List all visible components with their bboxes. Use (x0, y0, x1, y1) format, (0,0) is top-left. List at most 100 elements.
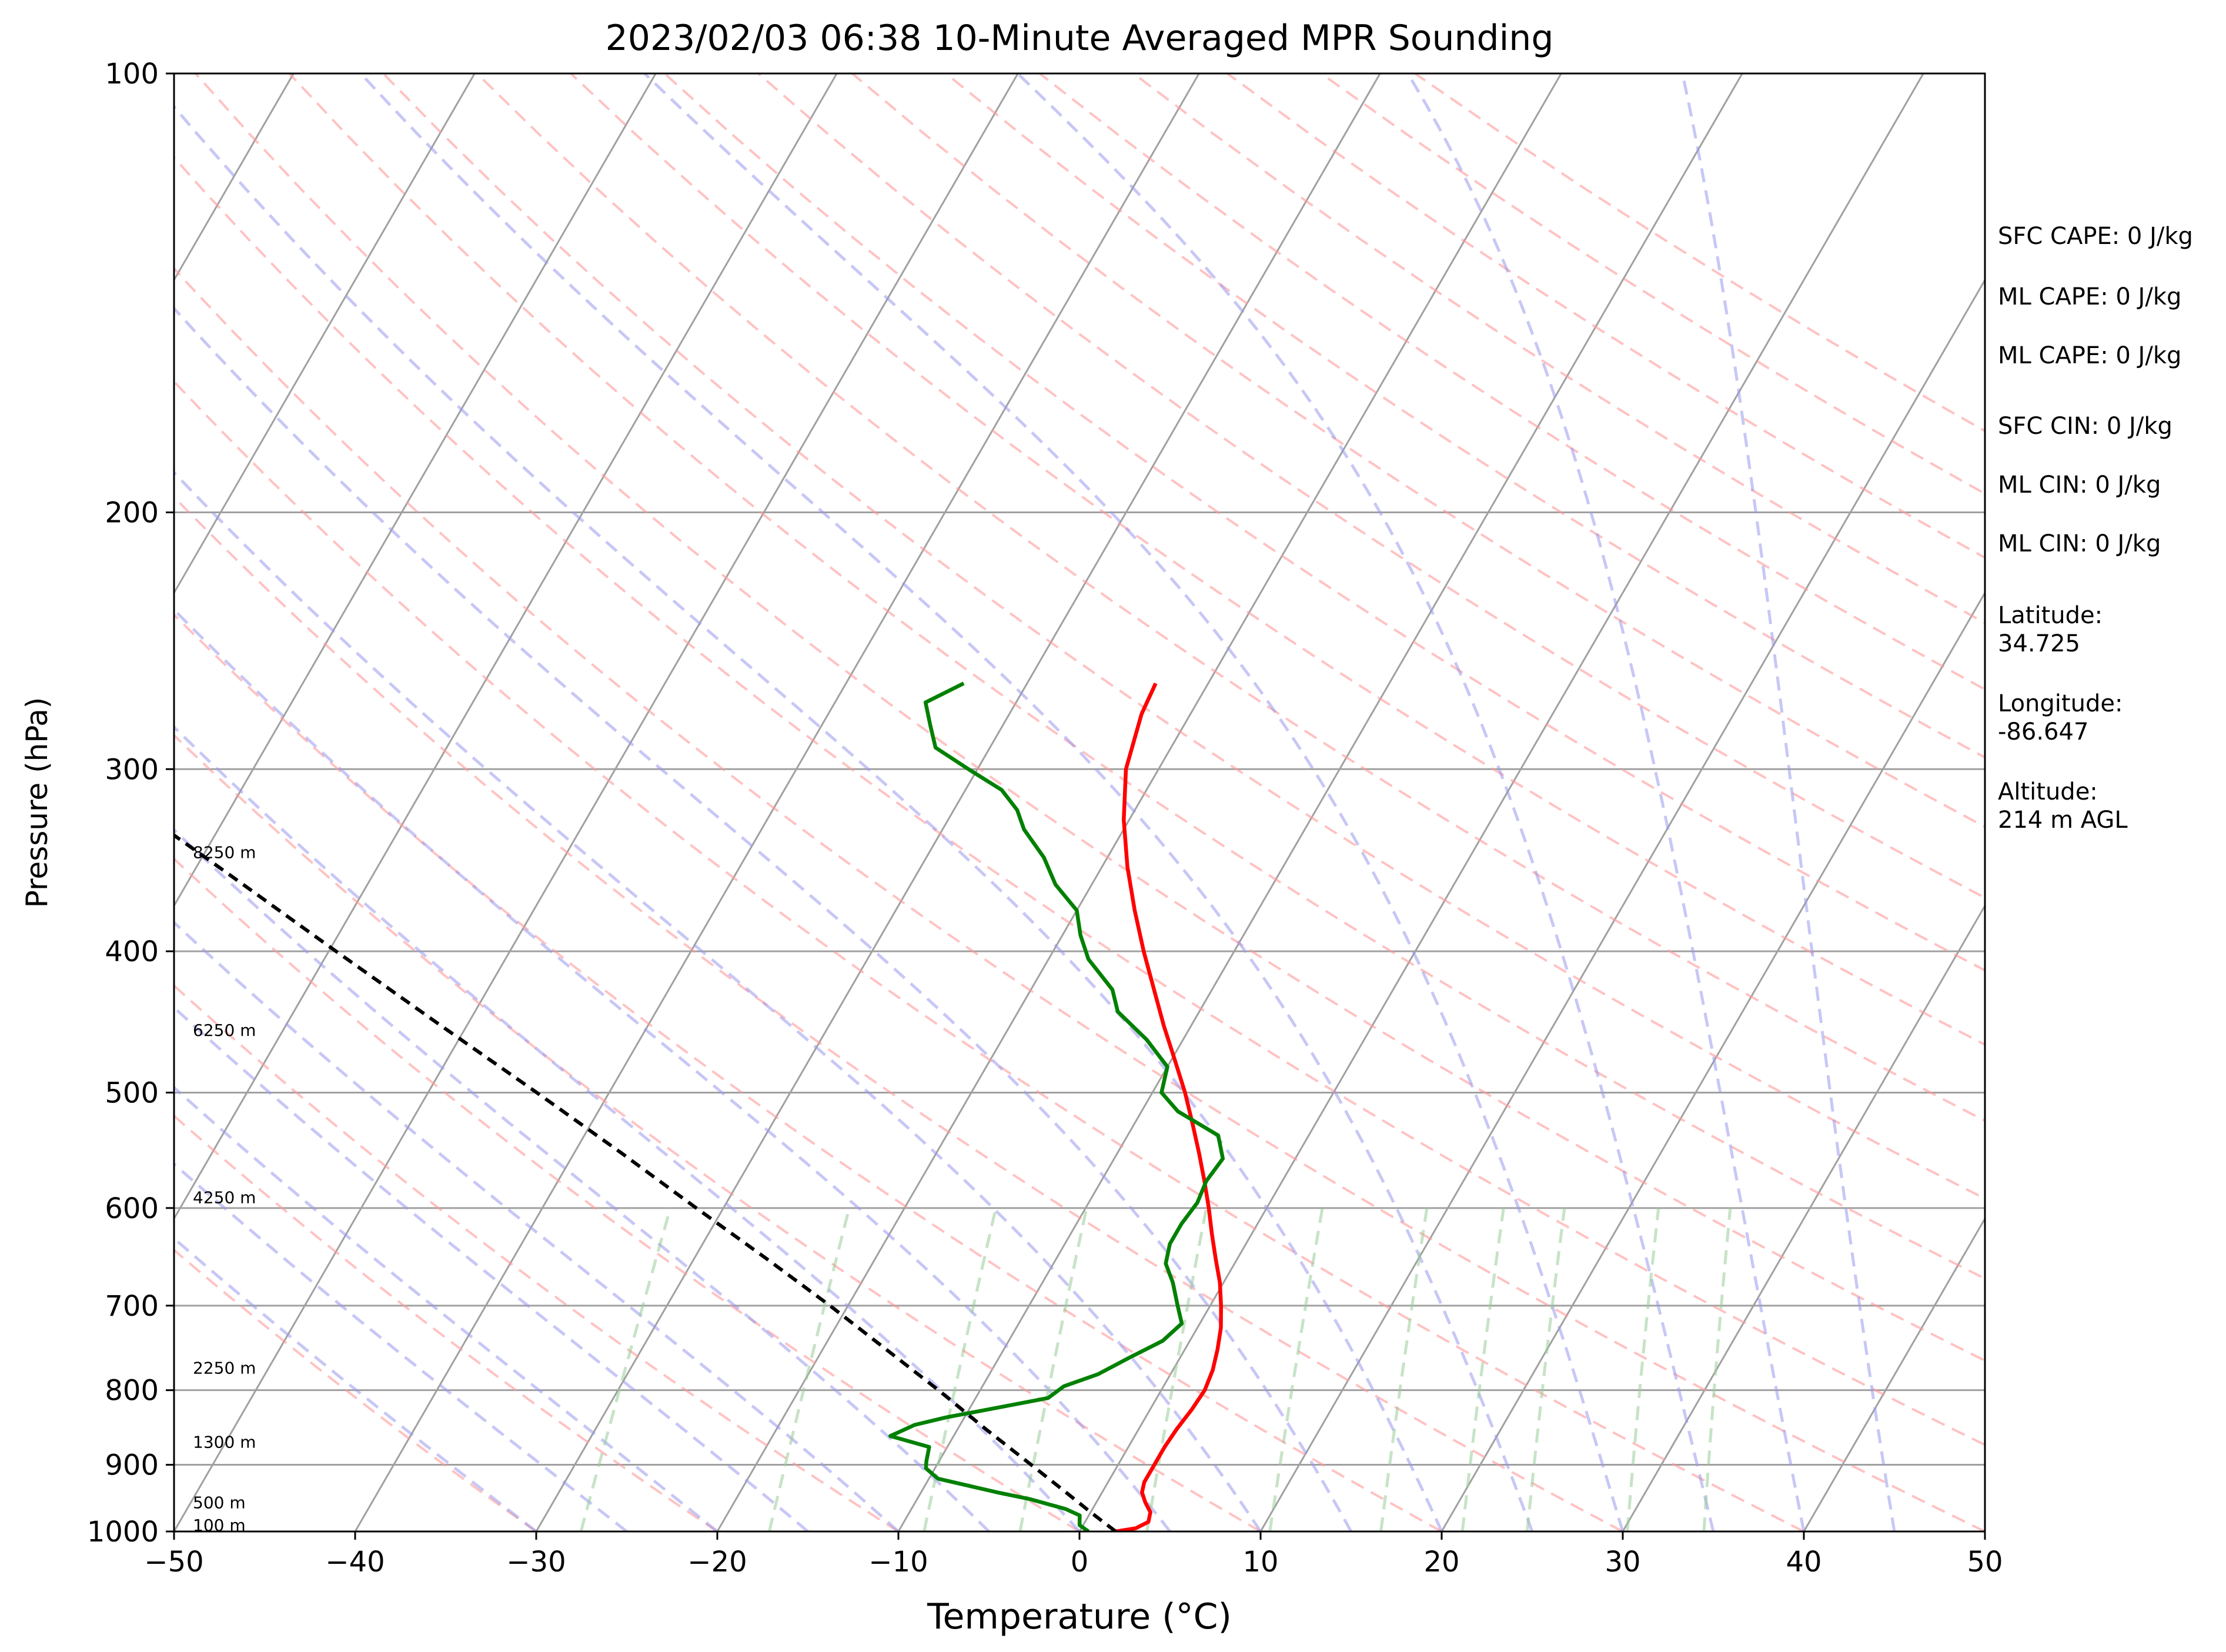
moist-adiabat-line (359, 73, 1534, 1531)
isotherm-line (1259, 278, 1985, 1531)
dry-adiabat-line (851, 73, 1985, 828)
dry-adiabat-line (570, 73, 1985, 1046)
height-label: 500 m (193, 1493, 246, 1512)
dry-adiabat-line (174, 495, 1623, 1531)
x-tick-label: 0 (1071, 1546, 1089, 1579)
longitude-value: -86.647 (1998, 718, 2088, 745)
dry-adiabat-line (174, 613, 1442, 1531)
moist-adiabat-line (1017, 73, 1715, 1531)
dry-adiabat-line (174, 1114, 718, 1531)
y-tick-label: 100 (105, 58, 159, 91)
temperature-profile-line (1115, 683, 1224, 1531)
sidebar: SFC CAPE: 0 J/kg ML CAPE: 0 J/kg ML CAPE… (1998, 223, 2193, 834)
moist-adiabat-line (174, 920, 900, 1531)
isotherm-line (354, 73, 1200, 1531)
isotherm-line (897, 73, 1743, 1531)
x-tick-label: −10 (868, 1546, 928, 1579)
height-label: 8250 m (193, 842, 256, 862)
dry-adiabat-line (288, 73, 1985, 1280)
isotherm-line (174, 73, 838, 1220)
y-tick-label: 700 (105, 1290, 159, 1323)
dry-adiabat-line (174, 155, 1985, 1446)
y-tick-label: 200 (105, 497, 159, 530)
moist-adiabat-line (174, 104, 1443, 1531)
moist-adiabat-line (174, 1085, 718, 1531)
x-tick-label: −20 (687, 1546, 747, 1579)
ml-cin-text: ML CIN: 0 J/kg (1998, 471, 2161, 499)
x-tick-label: −30 (506, 1546, 566, 1579)
dry-adiabat-line (174, 857, 1081, 1531)
dry-adiabat-line (174, 984, 900, 1531)
isotherm-line (174, 73, 476, 595)
x-axis: −50 −40 −30 −20 −10 0 10 20 30 40 50 (144, 1531, 2003, 1579)
isotherm-line (1440, 591, 1985, 1531)
x-tick-label: 30 (1605, 1546, 1640, 1579)
data-series (174, 681, 1225, 1531)
mixing-ratio-line (1379, 1208, 1429, 1531)
altitude-value: 214 m AGL (1998, 807, 2128, 834)
moist-adiabat-line (174, 1236, 537, 1531)
dry-adiabat-line (174, 734, 1262, 1531)
ml-cape-text: ML CAPE: 0 J/kg (1998, 283, 2181, 310)
altitude-label: Altitude: (1998, 778, 2098, 805)
y-axis: 1000 900 800 700 600 500 400 300 200 100 (87, 58, 174, 1549)
y-tick-label: 1000 (87, 1516, 159, 1549)
isotherm-line (174, 73, 657, 908)
isotherm-line (716, 73, 1562, 1531)
longitude-label: Longitude: (1998, 690, 2123, 717)
dry-adiabat-line (174, 380, 1804, 1531)
isotherm-line (1622, 904, 1985, 1531)
isotherm-line (535, 73, 1381, 1531)
dry-adiabat-line (174, 266, 1985, 1531)
x-tick-label: 50 (1967, 1546, 2003, 1579)
mixing-ratio-line (923, 1208, 998, 1531)
mixing-ratio-line (1460, 1208, 1505, 1531)
x-tick-label: −40 (325, 1546, 385, 1579)
x-tick-label: 20 (1423, 1546, 1459, 1579)
mixing-ratio-line (579, 1208, 672, 1531)
dewpoint-profile-line (888, 681, 1225, 1531)
isotherm-line (1803, 1216, 1985, 1531)
mixing-ratio-line (1626, 1208, 1660, 1531)
y-tick-label: 300 (105, 753, 159, 786)
y-tick-label: 500 (105, 1076, 159, 1109)
mixing-ratio-line (1018, 1208, 1088, 1531)
latitude-value: 34.725 (1998, 630, 2080, 657)
dry-adiabat-line (663, 73, 1985, 972)
x-tick-label: −50 (144, 1546, 203, 1579)
moist-adiabat-line (174, 607, 1171, 1531)
dry-adiabat-line (1039, 73, 1985, 691)
isotherm-line (174, 73, 1019, 1531)
mixing-ratio-line (1702, 1208, 1732, 1531)
sfc-cape-text: SFC CAPE: 0 J/kg (1998, 223, 2193, 250)
moist-adiabat-line (174, 725, 1081, 1531)
mixing-ratio-line (767, 1208, 851, 1531)
mixing-ratio-line (1268, 1208, 1324, 1531)
moist-adiabat-line (174, 1162, 628, 1531)
parcel-profile-line (174, 833, 1117, 1531)
mixing-ratio-line (1145, 1208, 1208, 1531)
moist-adiabat-line (174, 306, 1353, 1531)
moist-adiabat-line (1681, 73, 1896, 1531)
moist-adiabat-line (174, 1005, 809, 1531)
y-axis-label: Pressure (hPa) (20, 697, 54, 908)
y-tick-label: 800 (105, 1375, 159, 1407)
chart-title: 2023/02/03 06:38 10-Minute Averaged MPR … (606, 18, 1554, 59)
background-lines (174, 73, 1985, 1531)
moist-adiabat-line (174, 828, 990, 1531)
ml-cin-text-2: ML CIN: 0 J/kg (1998, 530, 2161, 557)
x-tick-label: 10 (1242, 1546, 1278, 1579)
latitude-label: Latitude: (1998, 602, 2103, 629)
height-label: 2250 m (193, 1358, 256, 1377)
moist-adiabat-line (643, 73, 1625, 1531)
ml-cape-text-2: ML CAPE: 0 J/kg (1998, 342, 2181, 369)
y-tick-label: 400 (105, 935, 159, 968)
height-label: 1300 m (193, 1433, 256, 1452)
sfc-cin-text: SFC CIN: 0 J/kg (1998, 413, 2172, 440)
height-label: 6250 m (193, 1021, 256, 1040)
y-tick-label: 600 (105, 1192, 159, 1225)
x-tick-label: 40 (1786, 1546, 1821, 1579)
moist-adiabat-line (1406, 73, 1806, 1531)
